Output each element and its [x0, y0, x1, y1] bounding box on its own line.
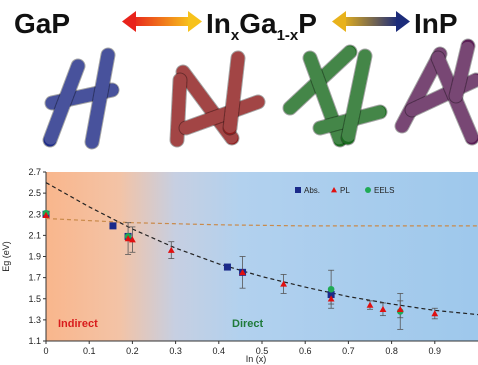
y-tick-label: 2.7 [28, 167, 41, 177]
y-tick-label: 1.3 [28, 315, 41, 325]
pl-point [239, 268, 246, 276]
ingap-part-in: In [206, 8, 231, 39]
x-tick-label: 0.5 [256, 346, 269, 356]
indirect-region-label: Indirect [58, 318, 98, 330]
plot-background [46, 172, 478, 341]
legend-marker-abs [295, 187, 301, 193]
y-tick-label: 1.9 [28, 252, 41, 262]
pl-point [366, 301, 374, 308]
pl-point [327, 295, 335, 302]
gap-nanowire-3 [85, 48, 115, 149]
inp-nanowire-4 [449, 39, 475, 103]
x-tick-label: 0.2 [126, 346, 139, 356]
legend-marker-pl [331, 187, 337, 193]
x-tick-label: 0.8 [385, 346, 398, 356]
pl-point [379, 305, 387, 313]
ingap-red-nanowire-2 [170, 73, 187, 147]
x-tick-label: 0 [43, 346, 48, 356]
x-axis-label: In (x) [246, 354, 267, 364]
ingap-green-nanowires [282, 44, 388, 148]
ingap-red-nanowire-4 [223, 51, 245, 135]
x-tick-label: 0.4 [213, 346, 226, 356]
ingap-red-nanowires [169, 50, 266, 148]
y-axis-label: Eg (eV) [1, 241, 11, 272]
y-tick-label: 2.3 [28, 209, 41, 219]
y-tick-label: 2.5 [28, 188, 41, 198]
double-arrow-ingap-inp [332, 11, 410, 32]
ingap-red-nanowire-3 [179, 95, 265, 135]
y-tick-label: 1.7 [28, 273, 41, 283]
ingap-part-p: P [298, 8, 317, 39]
legend-label: Abs. [304, 186, 320, 195]
ingap-part-ga: Ga [239, 8, 277, 39]
pl-point [396, 305, 404, 313]
direct-region-label: Direct [232, 318, 264, 330]
bandgap-chart: 0 0.1 0.2 0.3 0.4 0.5 0.6 0.7 0.8 0.9 1.1 1.3 1.5 1.7… [1, 167, 478, 364]
inp-label: InP [414, 8, 458, 39]
pl-point [129, 236, 136, 243]
ingap-label: InxGa1-xP [206, 8, 317, 44]
ingap-green-nanowire-4 [341, 49, 372, 145]
x-tick-label: 0.9 [429, 346, 442, 356]
pl-point [124, 235, 132, 242]
pl-point [167, 246, 175, 253]
legend-label: EELS [374, 186, 394, 195]
double-arrow-gap-ingap [122, 11, 202, 32]
x-tick-label: 0.1 [83, 346, 96, 356]
abs-point [327, 291, 335, 299]
legend-marker-eels [365, 187, 371, 193]
y-tick-label: 1.1 [28, 336, 41, 346]
ingap-sub-x: x [230, 27, 240, 44]
x-tick-label: 0.6 [299, 346, 312, 356]
gap-nanowires [42, 47, 120, 150]
gap-label: GaP [14, 8, 71, 39]
inp-nanowire-2 [405, 73, 478, 117]
indirect-fit-curve [45, 217, 478, 227]
y-tick-label: 2.1 [28, 230, 41, 240]
pl-point [431, 310, 439, 317]
abs-point [109, 222, 117, 230]
eels-point [327, 285, 335, 293]
gap-nanowire-2 [43, 59, 85, 147]
pl-point [280, 280, 287, 287]
ingap-sub-1-x: 1-x [276, 27, 299, 44]
legend-label: PL [340, 186, 350, 195]
x-tick-label: 0.7 [342, 346, 355, 356]
y-tick-label: 1.5 [28, 294, 41, 304]
inp-nanowires [394, 38, 478, 146]
abs-point [223, 263, 231, 271]
pl-point [42, 211, 50, 219]
x-tick-label: 0.3 [169, 346, 182, 356]
